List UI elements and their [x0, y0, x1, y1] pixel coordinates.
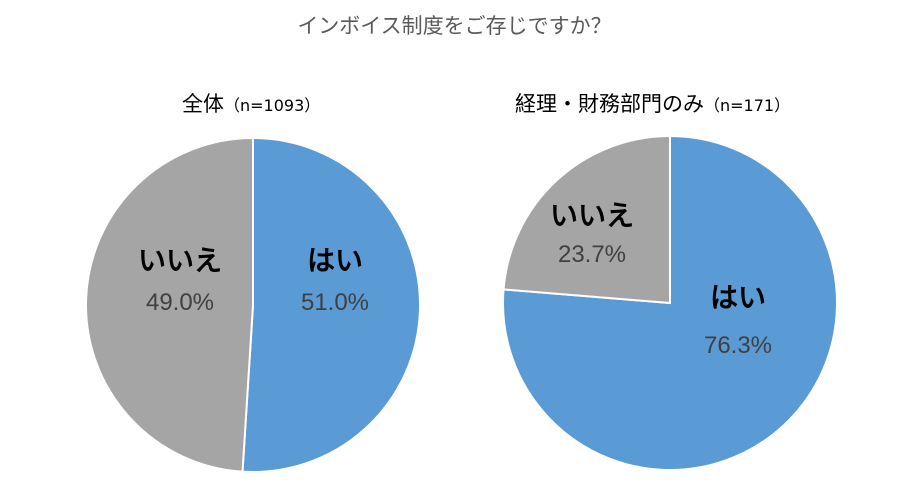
pie-0-slice-0: [241, 136, 421, 473]
pie-title-overall-main: 全体: [182, 92, 224, 116]
pie-1-slice-1: [502, 134, 671, 305]
pie-0-slice-1-label: いいえ: [138, 244, 222, 277]
pie-0-slice-1-percent: 49.0%: [146, 289, 214, 316]
pie-0-slice-1: [85, 136, 254, 473]
pie-1-slice-0-label: はい: [710, 281, 766, 314]
pie-1-slice-0-percent: 76.3%: [704, 332, 772, 359]
pie-1-slice-1-percent: 23.7%: [558, 241, 626, 268]
pie-title-overall-n: （n=1093）: [224, 96, 321, 115]
pie-title-accounting-n: （n=171）: [704, 96, 791, 115]
pie-0-slice-0-label: はい: [307, 244, 363, 277]
pie-title-overall: 全体（n=1093）: [182, 88, 320, 118]
pie-title-accounting: 経理・財務部門のみ（n=171）: [515, 88, 790, 118]
pie-1-slice-1-label: いいえ: [550, 199, 634, 232]
pie-1-slice-0: [502, 134, 838, 471]
chart-main-title: インボイス制度をご存じですか？: [297, 14, 612, 38]
pie-title-accounting-main: 経理・財務部門のみ: [515, 92, 704, 116]
pie-0-slice-0-percent: 51.0%: [301, 289, 369, 316]
